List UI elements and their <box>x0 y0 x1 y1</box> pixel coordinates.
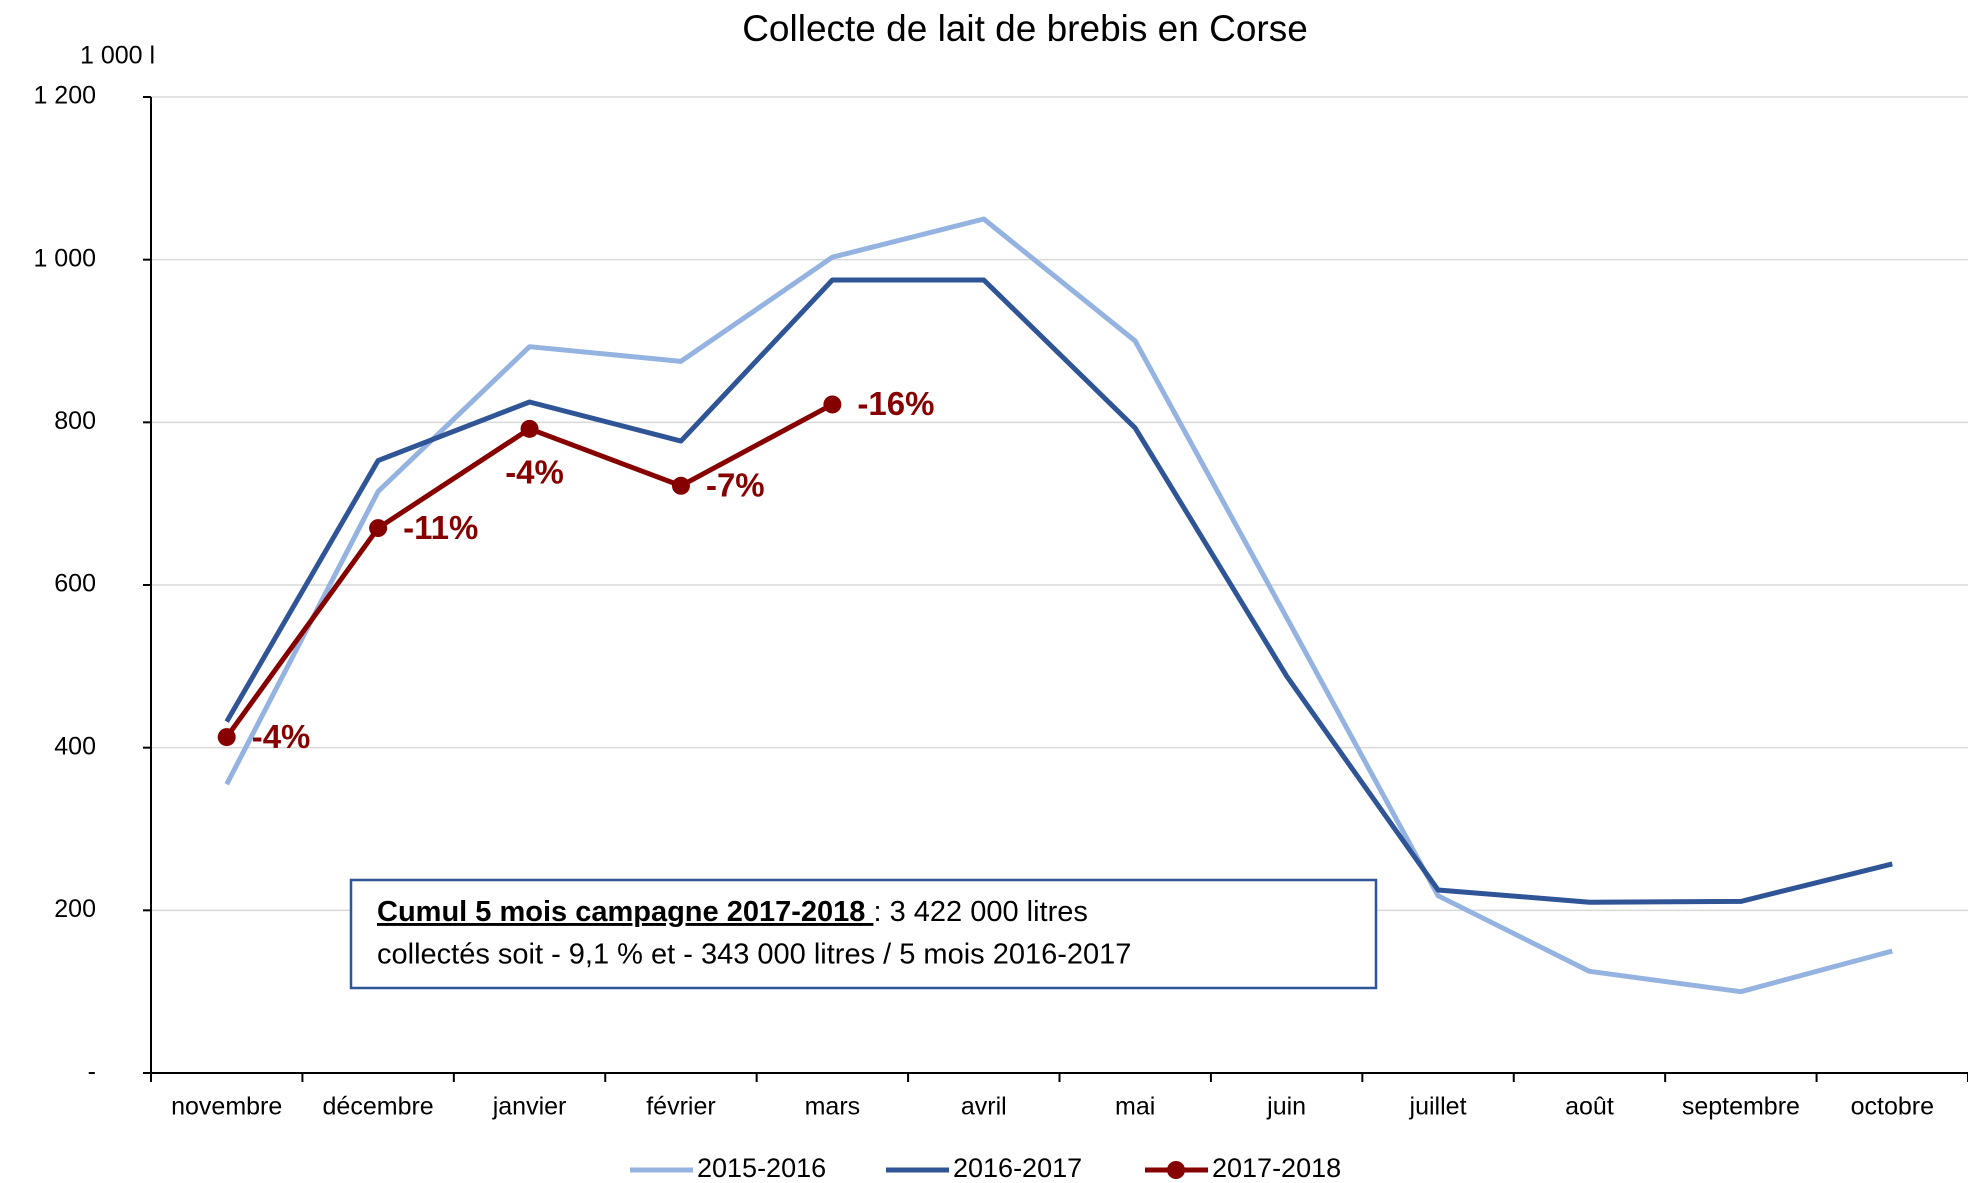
note-text: : 3 422 000 litres <box>873 896 1087 928</box>
y-unit: 1 000 l <box>80 42 155 70</box>
point <box>217 728 236 747</box>
point-label: -4% <box>505 454 564 491</box>
point-label: -7% <box>706 466 765 503</box>
series-line <box>224 277 1893 905</box>
note-box: Cumul 5 mois campagne 2017-2018 : 3 422 … <box>349 878 1378 990</box>
x-tick-label: juillet <box>1409 1093 1467 1121</box>
point <box>671 476 690 495</box>
point <box>520 419 539 438</box>
x-tick-label: août <box>1565 1093 1614 1121</box>
y-tick-label: 1 000 <box>33 244 96 272</box>
x-tick-label: juin <box>1266 1093 1306 1121</box>
note-line: collectés soit - 9,1 % et - 343 000 litr… <box>377 939 1131 971</box>
point-label: -4% <box>252 718 311 755</box>
x-tick-label: mars <box>805 1093 861 1121</box>
point-label: -11% <box>403 509 478 546</box>
legend-marker <box>1167 1161 1185 1179</box>
legend-label: 2017-2018 <box>1212 1153 1341 1183</box>
y-tick-label: - <box>88 1058 96 1086</box>
legend-label: 2016-2017 <box>953 1153 1082 1183</box>
y-tick-label: 600 <box>54 570 96 598</box>
x-tick-label: mai <box>1115 1093 1155 1121</box>
note-frame <box>349 878 1378 990</box>
x-tick-label: avril <box>961 1093 1007 1121</box>
x-tick-label: octobre <box>1851 1093 1934 1121</box>
x-tick-label: novembre <box>171 1093 282 1121</box>
chart-title: Collecte de lait de brebis en Corse <box>742 8 1308 49</box>
series-line <box>224 216 1893 995</box>
point <box>369 519 388 538</box>
note-line: Cumul 5 mois campagne 2017-2018 : 3 422 … <box>377 896 1088 928</box>
y-tick-label: 800 <box>54 407 96 435</box>
y-tick-label: 400 <box>54 732 96 760</box>
y-tick-label: 200 <box>54 895 96 923</box>
y-tick-label: 1 200 <box>33 82 96 110</box>
x-tick-label: décembre <box>323 1093 434 1121</box>
x-tick-label: janvier <box>492 1093 567 1121</box>
point <box>823 395 842 414</box>
point-label: -16% <box>857 385 934 422</box>
note-bold: Cumul 5 mois campagne 2017-2018 <box>377 896 873 928</box>
legend-label: 2015-2016 <box>697 1153 826 1183</box>
x-tick-label: septembre <box>1682 1093 1800 1121</box>
x-tick-label: février <box>646 1093 715 1121</box>
